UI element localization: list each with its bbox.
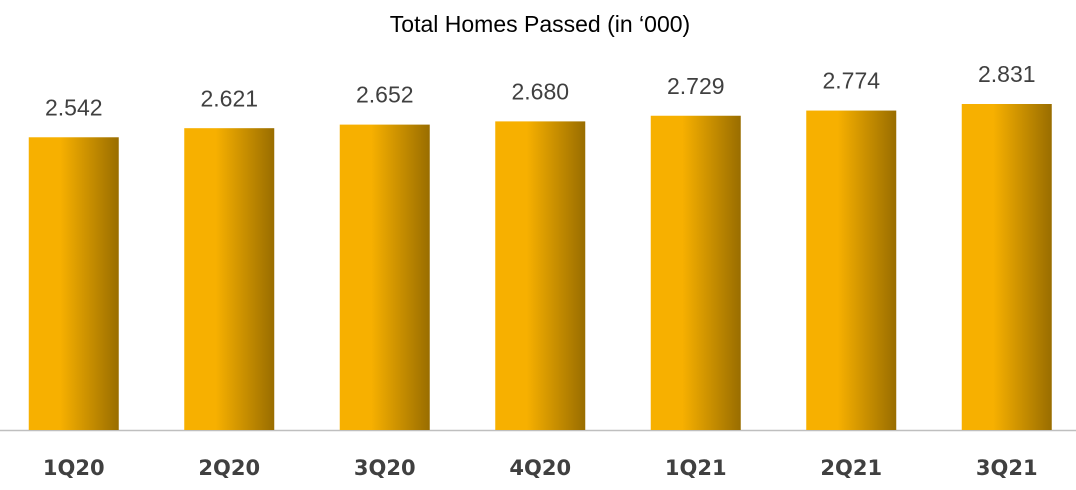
bar [184,128,275,431]
x-tick-label: 3Q20 [354,456,416,480]
chart-title: Total Homes Passed (in ‘000) [390,11,690,37]
bar [495,121,586,431]
bar [339,124,430,431]
value-label: 2.621 [200,85,258,111]
bar [961,104,1052,430]
value-label: 2.680 [511,78,569,104]
x-tick-label: 2Q21 [820,456,882,480]
x-tick-label: 2Q20 [198,456,260,480]
value-label: 2.652 [356,82,414,108]
bar [650,115,741,431]
bar [806,110,897,431]
value-label: 2.729 [667,73,725,99]
x-tick-label: 1Q20 [43,456,105,480]
value-label: 2.831 [978,61,1036,87]
x-tick-label: 1Q21 [665,456,727,480]
x-tick-label: 3Q21 [976,456,1038,480]
x-tick-label: 4Q20 [509,456,571,480]
bar [28,137,119,430]
value-label: 2.542 [45,94,103,120]
value-label: 2.774 [822,68,880,94]
